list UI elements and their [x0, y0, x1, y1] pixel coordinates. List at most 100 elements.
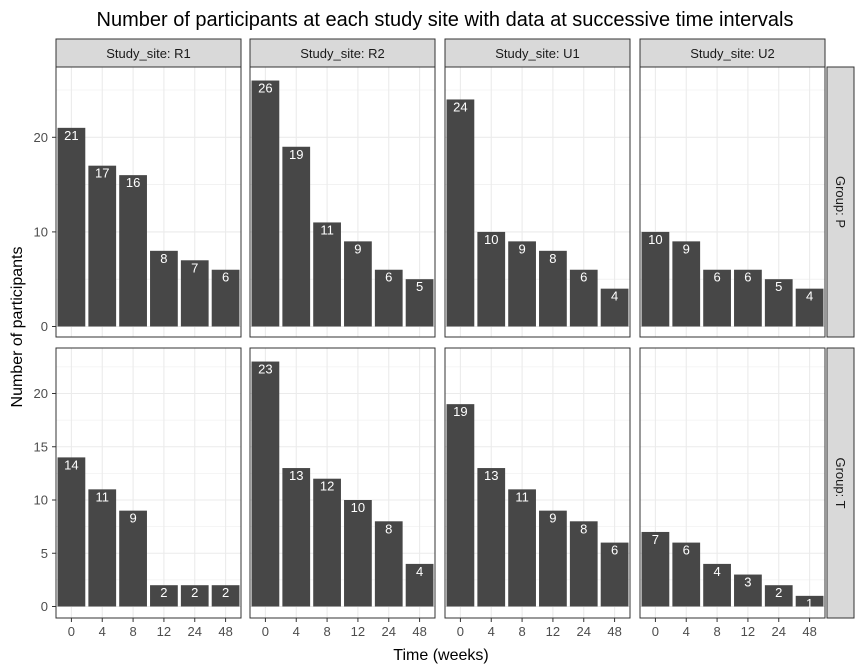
panel-background	[445, 67, 630, 337]
bar-value-label: 9	[683, 241, 690, 256]
bar	[569, 521, 598, 607]
facet-panel: 10 9 6 6 5 4	[639, 66, 826, 338]
facet-strip-top	[55, 38, 242, 68]
bar-value-label: 8	[160, 251, 167, 266]
facet-strip-label: Group: P	[833, 176, 848, 228]
x-tick-label: 4	[293, 624, 300, 639]
bar-value-label: 6	[385, 270, 392, 285]
bar	[734, 269, 762, 327]
bar	[405, 279, 434, 327]
panel-border	[444, 347, 631, 619]
panel-border	[639, 66, 826, 338]
bar	[150, 250, 178, 327]
y-tick-label: 15	[34, 439, 48, 454]
bar	[672, 241, 701, 327]
x-tick-label: 8	[323, 624, 330, 639]
bar-value-label: 8	[580, 521, 587, 536]
x-tick-label: 24	[382, 624, 396, 639]
bar-value-label: 9	[354, 241, 361, 256]
bar	[508, 489, 536, 607]
bar-value-label: 11	[515, 489, 529, 504]
bar-value-label: 8	[385, 521, 392, 536]
x-tick-label: 24	[772, 624, 786, 639]
bar	[641, 231, 670, 327]
bar-value-label: 2	[160, 585, 167, 600]
facet-strip-label: Group: T	[833, 457, 848, 508]
bar-value-label: 6	[580, 270, 587, 285]
bar	[57, 457, 86, 607]
x-tick-label: 48	[218, 624, 232, 639]
y-tick-label: 20	[34, 130, 48, 145]
bar-value-label: 2	[775, 585, 782, 600]
panel-background	[250, 67, 435, 337]
bar	[477, 468, 506, 607]
bar	[88, 165, 117, 327]
y-tick-label: 10	[34, 224, 48, 239]
bar-value-label: 4	[416, 564, 423, 579]
facet-strip-label: Study_site: U1	[495, 46, 580, 61]
bar-value-label: 21	[64, 128, 78, 143]
bar-value-label: 9	[518, 241, 525, 256]
y-axis-title: Number of participants	[9, 247, 26, 408]
facet-strip-top	[639, 38, 826, 68]
panel-background	[56, 67, 241, 337]
bar-value-label: 11	[96, 489, 110, 504]
bar	[764, 279, 793, 327]
x-tick-label: 0	[68, 624, 75, 639]
x-tick-label: 12	[157, 624, 171, 639]
x-tick-label: 8	[713, 624, 720, 639]
bar	[374, 521, 403, 607]
bar	[211, 269, 240, 327]
panel-grid: Study_site: R1 Study_site: R2 Study_site: …	[34, 38, 855, 639]
bar-value-label: 5	[416, 279, 423, 294]
facet-panel: 26 19 11 9 6 5	[249, 66, 436, 338]
facet-strip-right	[826, 66, 855, 338]
bar	[344, 500, 372, 607]
x-tick-label: 24	[577, 624, 591, 639]
bar-value-label: 12	[320, 479, 334, 494]
bar	[344, 241, 372, 327]
bar	[539, 510, 567, 607]
bar	[477, 231, 506, 327]
x-tick-label: 24	[188, 624, 202, 639]
bar-value-label: 4	[713, 564, 720, 579]
panel-border	[444, 66, 631, 338]
bar-value-label: 5	[775, 279, 782, 294]
x-tick-label: 48	[607, 624, 621, 639]
bar	[119, 175, 147, 327]
panel-border	[55, 347, 242, 619]
bar	[569, 269, 598, 327]
bar-value-label: 19	[289, 147, 303, 162]
bar	[282, 146, 311, 327]
bar	[508, 241, 536, 327]
x-tick-label: 12	[351, 624, 365, 639]
bar-value-label: 26	[258, 81, 272, 96]
x-tick-label: 4	[99, 624, 106, 639]
bar-value-label: 10	[484, 232, 498, 247]
x-tick-label: 8	[518, 624, 525, 639]
bar	[313, 478, 341, 607]
bar-value-label: 14	[64, 457, 78, 472]
bar	[282, 468, 311, 607]
x-tick-label: 4	[683, 624, 690, 639]
bar-value-label: 2	[191, 585, 198, 600]
x-axis-title: Time (weeks)	[393, 647, 488, 664]
bar	[734, 574, 762, 607]
bar-value-label: 10	[648, 232, 662, 247]
bar	[119, 510, 147, 607]
bar	[446, 99, 475, 327]
bar	[313, 222, 341, 327]
bar-value-label: 17	[95, 166, 109, 181]
facet-panel: 21 17 16 8 7 6	[55, 66, 242, 338]
bar-value-label: 19	[453, 404, 467, 419]
panel-border	[55, 66, 242, 338]
bar-value-label: 4	[611, 289, 618, 304]
x-tick-label: 0	[262, 624, 269, 639]
bar	[88, 489, 117, 607]
bar-value-label: 6	[611, 543, 618, 558]
bar	[672, 542, 701, 607]
